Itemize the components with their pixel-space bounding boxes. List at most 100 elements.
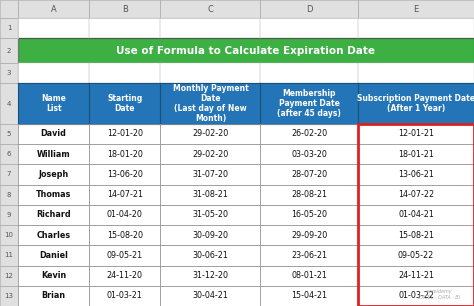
Bar — [0, 144, 18, 164]
Bar — [160, 124, 261, 144]
Text: William: William — [37, 150, 71, 159]
Text: 01-04-20: 01-04-20 — [107, 211, 143, 219]
Text: 13-06-21: 13-06-21 — [398, 170, 434, 179]
Bar — [358, 164, 474, 185]
Text: 3: 3 — [7, 70, 11, 76]
Text: Kevin: Kevin — [41, 271, 66, 280]
Text: 5: 5 — [7, 131, 11, 137]
Bar — [89, 164, 160, 185]
Text: 7: 7 — [7, 171, 11, 177]
Text: 8: 8 — [7, 192, 11, 198]
Bar — [261, 286, 358, 306]
Bar — [0, 83, 18, 124]
Text: 01-03-22: 01-03-22 — [398, 291, 434, 300]
Text: 4: 4 — [7, 100, 11, 106]
Text: 18-01-21: 18-01-21 — [398, 150, 434, 159]
Bar — [18, 0, 89, 18]
Bar — [0, 286, 18, 306]
Text: 29-09-20: 29-09-20 — [291, 231, 328, 240]
Text: 15-04-21: 15-04-21 — [291, 291, 327, 300]
Bar — [0, 245, 18, 266]
Bar — [261, 0, 358, 18]
Bar — [358, 286, 474, 306]
Bar — [18, 205, 89, 225]
Bar — [18, 18, 89, 38]
Text: 13-06-20: 13-06-20 — [107, 170, 143, 179]
Text: Subscription Payment Date
(After 1 Year): Subscription Payment Date (After 1 Year) — [357, 94, 474, 113]
Bar — [160, 286, 261, 306]
Bar — [261, 266, 358, 286]
Text: David: David — [41, 129, 66, 138]
Text: 08-01-21: 08-01-21 — [292, 271, 327, 280]
Bar — [160, 18, 261, 38]
Bar — [89, 185, 160, 205]
Text: 11: 11 — [4, 252, 13, 258]
Bar — [160, 225, 261, 245]
Text: 30-06-21: 30-06-21 — [192, 251, 228, 260]
Text: 01-03-21: 01-03-21 — [107, 291, 143, 300]
Text: 23-06-21: 23-06-21 — [291, 251, 327, 260]
Text: Use of Formula to Calculate Expiration Date: Use of Formula to Calculate Expiration D… — [117, 46, 375, 56]
Text: 28-08-21: 28-08-21 — [291, 190, 327, 199]
Text: 31-05-20: 31-05-20 — [192, 211, 228, 219]
Bar — [160, 205, 261, 225]
Bar — [0, 63, 18, 83]
Text: 13: 13 — [4, 293, 13, 299]
Text: 31-12-20: 31-12-20 — [192, 271, 228, 280]
Text: 09-05-22: 09-05-22 — [398, 251, 434, 260]
Bar — [261, 164, 358, 185]
Bar — [18, 144, 89, 164]
Bar — [261, 124, 358, 144]
Bar — [89, 266, 160, 286]
Text: 9: 9 — [7, 212, 11, 218]
Bar — [0, 205, 18, 225]
Bar — [0, 225, 18, 245]
Bar — [18, 225, 89, 245]
Bar — [261, 18, 358, 38]
Bar — [89, 0, 160, 18]
Text: 29-02-20: 29-02-20 — [192, 150, 228, 159]
Bar — [358, 225, 474, 245]
Text: 03-03-20: 03-03-20 — [292, 150, 327, 159]
Text: 15-08-21: 15-08-21 — [398, 231, 434, 240]
Bar — [358, 205, 474, 225]
Bar — [0, 266, 18, 286]
Text: Richard: Richard — [36, 211, 71, 219]
Bar — [358, 18, 474, 38]
Bar — [89, 205, 160, 225]
Bar — [18, 83, 89, 124]
Bar — [358, 245, 474, 266]
Text: 14-07-22: 14-07-22 — [398, 190, 434, 199]
Bar — [18, 164, 89, 185]
Text: 24-11-20: 24-11-20 — [107, 271, 143, 280]
Text: 14-07-21: 14-07-21 — [107, 190, 143, 199]
Bar — [0, 38, 18, 63]
Bar — [261, 144, 358, 164]
Text: 30-09-20: 30-09-20 — [192, 231, 228, 240]
Bar — [261, 245, 358, 266]
Bar — [89, 83, 160, 124]
Bar — [160, 245, 261, 266]
Bar — [18, 63, 89, 83]
Text: D: D — [306, 5, 312, 13]
Text: 31-08-21: 31-08-21 — [192, 190, 228, 199]
Bar — [261, 63, 358, 83]
Text: E: E — [413, 5, 419, 13]
Text: Membership
Payment Date
(after 45 days): Membership Payment Date (after 45 days) — [277, 89, 341, 118]
Bar — [261, 225, 358, 245]
Bar — [160, 266, 261, 286]
Text: 12-01-21: 12-01-21 — [398, 129, 434, 138]
Bar — [358, 266, 474, 286]
Bar — [358, 124, 474, 306]
Bar — [89, 286, 160, 306]
Text: 28-07-20: 28-07-20 — [291, 170, 328, 179]
Bar — [261, 205, 358, 225]
Bar — [261, 83, 358, 124]
Text: 1: 1 — [7, 25, 11, 31]
Bar — [261, 185, 358, 205]
Bar — [89, 63, 160, 83]
Text: 26-02-20: 26-02-20 — [291, 129, 328, 138]
Bar — [358, 144, 474, 164]
Text: 12-01-20: 12-01-20 — [107, 129, 143, 138]
Bar — [160, 164, 261, 185]
